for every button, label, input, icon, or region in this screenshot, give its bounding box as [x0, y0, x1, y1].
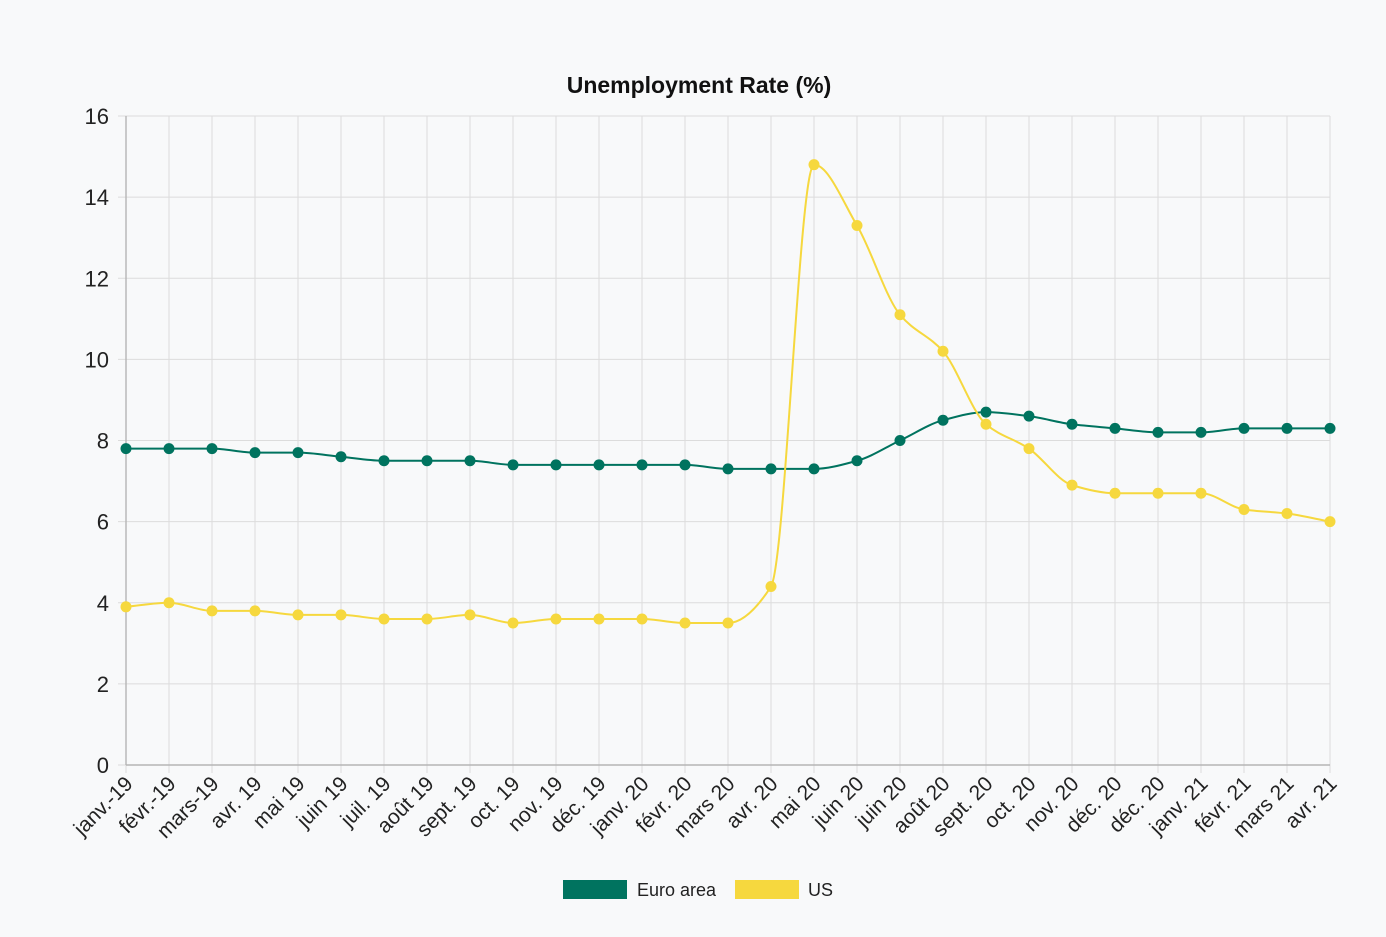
y-tick-label: 16 — [85, 104, 109, 129]
data-point-euro-area[interactable] — [1238, 422, 1250, 434]
data-point-us[interactable] — [1066, 479, 1078, 491]
data-point-us[interactable] — [249, 605, 261, 617]
data-point-us[interactable] — [1023, 443, 1035, 455]
data-point-euro-area[interactable] — [507, 459, 519, 471]
data-point-euro-area[interactable] — [894, 435, 906, 446]
legend-item-us[interactable]: US — [735, 880, 833, 900]
legend: Euro area US — [563, 880, 833, 900]
data-point-euro-area[interactable] — [335, 451, 347, 463]
data-point-euro-area[interactable] — [378, 455, 390, 467]
y-tick-label: 12 — [85, 266, 109, 291]
data-point-euro-area[interactable] — [249, 447, 261, 459]
y-tick-label: 6 — [97, 510, 109, 535]
y-tick-label: 14 — [85, 185, 109, 210]
data-point-us[interactable] — [163, 597, 175, 609]
data-point-us[interactable] — [894, 309, 906, 321]
legend-item-euro-area[interactable]: Euro area — [563, 880, 717, 900]
data-point-us[interactable] — [765, 581, 777, 593]
legend-label: Euro area — [637, 880, 717, 900]
data-point-euro-area[interactable] — [808, 463, 820, 475]
data-point-us[interactable] — [980, 418, 992, 430]
data-point-us[interactable] — [851, 220, 863, 232]
data-point-euro-area[interactable] — [292, 447, 304, 459]
data-point-us[interactable] — [550, 613, 562, 625]
data-point-euro-area[interactable] — [851, 455, 863, 467]
legend-swatch — [563, 880, 627, 899]
data-point-euro-area[interactable] — [722, 463, 734, 475]
axis-layer: 0246810121416janv.-19févr.-19mars-19avr.… — [69, 104, 1342, 843]
series-layer — [120, 159, 1336, 629]
data-point-us[interactable] — [1195, 487, 1207, 499]
data-point-us[interactable] — [722, 617, 734, 629]
data-point-euro-area[interactable] — [1066, 418, 1078, 430]
data-point-us[interactable] — [120, 601, 132, 613]
data-point-us[interactable] — [636, 613, 648, 625]
data-point-euro-area[interactable] — [421, 455, 433, 467]
legend-label: US — [808, 880, 833, 900]
y-tick-label: 4 — [97, 591, 109, 616]
data-point-us[interactable] — [421, 613, 433, 625]
data-point-euro-area[interactable] — [593, 459, 605, 471]
data-point-euro-area[interactable] — [163, 443, 175, 455]
series-euro-area — [120, 406, 1336, 475]
data-point-euro-area[interactable] — [120, 443, 132, 455]
data-point-us[interactable] — [593, 613, 605, 625]
data-point-euro-area[interactable] — [1152, 426, 1164, 438]
data-point-euro-area[interactable] — [679, 459, 691, 471]
data-point-us[interactable] — [378, 613, 390, 625]
data-point-euro-area[interactable] — [1281, 422, 1293, 434]
data-point-us[interactable] — [679, 617, 691, 629]
data-point-us[interactable] — [206, 605, 218, 617]
y-tick-label: 8 — [97, 429, 109, 454]
data-point-us[interactable] — [808, 159, 820, 171]
series-us — [120, 159, 1336, 629]
data-point-euro-area[interactable] — [464, 455, 476, 467]
data-point-euro-area[interactable] — [550, 459, 562, 471]
data-point-euro-area[interactable] — [937, 414, 949, 426]
data-point-euro-area[interactable] — [1324, 422, 1336, 434]
data-point-euro-area[interactable] — [1023, 410, 1035, 422]
data-point-us[interactable] — [1238, 503, 1250, 515]
data-point-euro-area[interactable] — [206, 443, 218, 455]
legend-swatch — [735, 880, 799, 899]
data-point-us[interactable] — [507, 617, 519, 629]
data-point-us[interactable] — [1109, 487, 1121, 499]
y-tick-label: 2 — [97, 672, 109, 697]
data-point-us[interactable] — [335, 609, 347, 621]
chart-title: Unemployment Rate (%) — [567, 72, 832, 98]
data-point-us[interactable] — [937, 345, 949, 357]
data-point-euro-area[interactable] — [1195, 426, 1207, 438]
y-tick-label: 0 — [97, 753, 109, 778]
data-point-euro-area[interactable] — [636, 459, 648, 471]
y-tick-label: 10 — [85, 347, 109, 372]
data-point-us[interactable] — [1152, 487, 1164, 499]
grid-layer — [118, 115, 1331, 773]
data-point-us[interactable] — [1324, 516, 1336, 528]
data-point-euro-area[interactable] — [1109, 422, 1121, 434]
data-point-us[interactable] — [464, 609, 476, 621]
data-point-us[interactable] — [292, 609, 304, 621]
data-point-euro-area[interactable] — [980, 406, 992, 418]
data-point-us[interactable] — [1281, 508, 1293, 520]
data-point-euro-area[interactable] — [765, 463, 777, 475]
